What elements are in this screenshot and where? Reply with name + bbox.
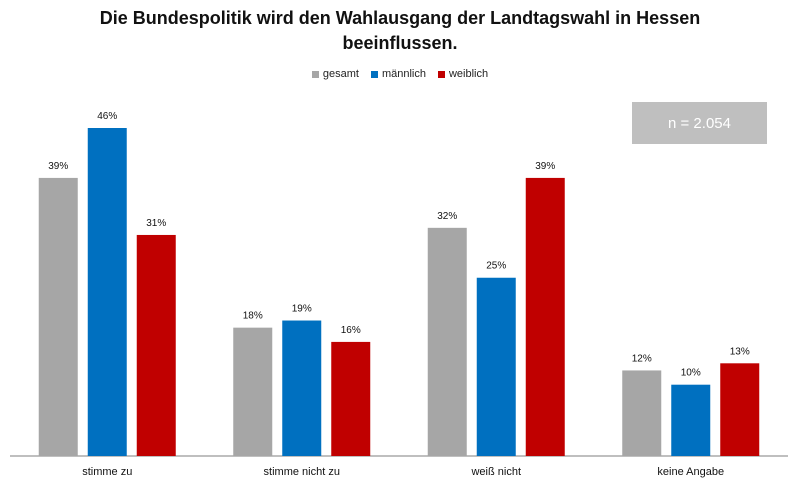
bar-1-0 bbox=[87, 128, 127, 456]
data-label-1-1: 19% bbox=[292, 304, 312, 315]
data-label-0-2: 32% bbox=[437, 211, 457, 222]
legend-item-gesamt: gesamt bbox=[311, 68, 359, 80]
data-label-2-0: 31% bbox=[146, 218, 166, 229]
data-label-2-3: 13% bbox=[730, 346, 750, 357]
bar-0-2 bbox=[427, 227, 467, 456]
legend-swatch-maennlich bbox=[370, 70, 378, 78]
bar-1-2 bbox=[476, 277, 516, 456]
legend: gesamt männlich weiblich bbox=[0, 68, 800, 80]
data-label-1-0: 46% bbox=[97, 111, 117, 122]
category-label-1: stimme nicht zu bbox=[264, 466, 340, 478]
chart-title: Die Bundespolitik wird den Wahlausgang d… bbox=[99, 8, 701, 53]
legend-item-weiblich: weiblich bbox=[437, 68, 489, 80]
data-label-1-3: 10% bbox=[681, 368, 701, 379]
bar-2-2 bbox=[525, 177, 565, 457]
bar-0-0 bbox=[38, 177, 78, 457]
category-label-3: keine Angabe bbox=[657, 466, 724, 478]
legend-swatch-weiblich bbox=[437, 70, 445, 78]
legend-label-weiblich: weiblich bbox=[448, 68, 489, 80]
legend-swatch-gesamt bbox=[311, 70, 319, 78]
legend-label-gesamt: gesamt bbox=[322, 68, 359, 80]
bar-0-3 bbox=[622, 370, 662, 456]
legend-item-maennlich: männlich bbox=[370, 68, 426, 80]
data-label-1-2: 25% bbox=[486, 261, 506, 272]
bar-2-3 bbox=[720, 363, 760, 456]
bar-1-3 bbox=[671, 384, 711, 456]
category-label-0: stimme zu bbox=[82, 466, 132, 478]
bar-2-1 bbox=[331, 341, 371, 456]
bar-2-0 bbox=[136, 234, 176, 456]
bar-1-1 bbox=[282, 320, 322, 456]
data-label-0-0: 39% bbox=[48, 161, 68, 172]
bar-0-1 bbox=[233, 327, 273, 456]
legend-label-maennlich: männlich bbox=[381, 68, 426, 80]
category-label-2: weiß nicht bbox=[470, 466, 521, 478]
data-label-0-1: 18% bbox=[243, 311, 263, 322]
data-label-0-3: 12% bbox=[632, 353, 652, 364]
data-label-2-2: 39% bbox=[535, 161, 555, 172]
data-label-2-1: 16% bbox=[341, 325, 361, 336]
sample-size-box: n = 2.054 bbox=[632, 102, 767, 144]
